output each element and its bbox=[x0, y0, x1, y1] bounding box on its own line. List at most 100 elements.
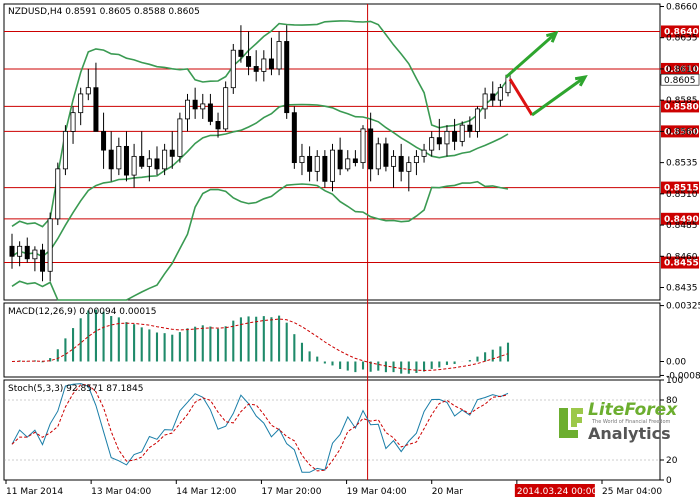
level-label: 0.8455 bbox=[664, 259, 699, 269]
level-label: 0.8560 bbox=[664, 127, 699, 137]
time-axis-label: 11 Mar 2014 bbox=[6, 487, 63, 497]
logo-tagline: The World of Financial Freedom bbox=[592, 419, 671, 425]
candle bbox=[24, 237, 30, 263]
chart-title: NZDUSD,H4 0.8591 0.8605 0.8588 0.8605 bbox=[8, 7, 200, 17]
current-price-label: 0.8605 bbox=[664, 76, 696, 86]
candle bbox=[398, 143, 404, 182]
bollinger-upper-band bbox=[11, 20, 509, 228]
time-axis-label: 17 Mar 20:00 bbox=[261, 487, 321, 497]
candle-body bbox=[101, 130, 107, 151]
candle bbox=[185, 93, 191, 132]
candle bbox=[368, 112, 374, 182]
level-label-bg bbox=[661, 125, 699, 138]
stoch-axis-label: 0 bbox=[666, 476, 672, 486]
candle-body bbox=[169, 149, 175, 157]
candle-body bbox=[9, 245, 15, 257]
time-axis-label: 25 Mar 04:00 bbox=[602, 487, 662, 497]
logo-mark-icon bbox=[559, 408, 583, 438]
candle bbox=[108, 131, 114, 182]
level-label: 0.8580 bbox=[664, 102, 699, 112]
candle bbox=[246, 31, 252, 76]
candle bbox=[215, 112, 221, 138]
candle bbox=[101, 112, 107, 169]
liteforex-logo: LiteForex The World of Financial Freedom… bbox=[552, 398, 678, 454]
candle bbox=[154, 146, 160, 176]
candle-body bbox=[215, 121, 221, 130]
current-price-box bbox=[660, 73, 700, 86]
candle-body bbox=[55, 168, 61, 220]
candle bbox=[329, 143, 335, 192]
candle bbox=[497, 83, 503, 107]
price-axis-label: 0.8435 bbox=[666, 284, 698, 294]
candle-body bbox=[116, 145, 122, 170]
candle-body bbox=[162, 149, 168, 170]
level-label-bg bbox=[661, 181, 699, 194]
candle bbox=[436, 118, 442, 151]
price-axis-label: 0.8485 bbox=[666, 221, 698, 231]
candle-body bbox=[314, 155, 320, 172]
price-axis-label: 0.8560 bbox=[666, 127, 698, 137]
candle bbox=[162, 143, 168, 176]
candle-body bbox=[406, 162, 412, 172]
candle bbox=[467, 116, 473, 138]
candle bbox=[421, 143, 427, 163]
level-label-bg bbox=[661, 212, 699, 225]
level-label: 0.8490 bbox=[664, 215, 699, 225]
logo-brand: LiteForex bbox=[588, 400, 678, 420]
candle-body bbox=[78, 93, 84, 114]
candle bbox=[32, 246, 38, 272]
candle-body bbox=[490, 93, 496, 101]
candle-body bbox=[291, 112, 297, 164]
macd-signal-line bbox=[11, 318, 509, 372]
candle bbox=[383, 137, 389, 172]
candle-body bbox=[200, 103, 206, 110]
price-axis-label: 0.8510 bbox=[666, 190, 698, 200]
candle-body bbox=[459, 124, 465, 142]
candle-body bbox=[238, 49, 244, 57]
candle-body bbox=[375, 143, 381, 170]
candle bbox=[146, 150, 152, 182]
macd-axis-label: 0.00 bbox=[666, 358, 686, 368]
candle bbox=[55, 162, 61, 226]
candle bbox=[490, 81, 496, 107]
price-axis-label: 0.8610 bbox=[666, 65, 698, 75]
macd-axis-label: 0.00325 bbox=[666, 302, 700, 312]
time-axis-label: 20 Mar bbox=[432, 487, 464, 497]
level-label: 0.8640 bbox=[664, 27, 699, 37]
candle bbox=[299, 143, 305, 176]
candle bbox=[169, 131, 175, 169]
price-axis-label: 0.8585 bbox=[666, 96, 698, 106]
candle-body bbox=[17, 245, 23, 257]
candle bbox=[70, 106, 76, 144]
candle-body bbox=[230, 49, 236, 89]
level-label: 0.8515 bbox=[664, 184, 699, 194]
candle-body bbox=[452, 130, 458, 142]
candle bbox=[62, 125, 68, 176]
candle bbox=[261, 50, 267, 82]
candle bbox=[200, 93, 206, 119]
price-axis-label: 0.8460 bbox=[666, 252, 698, 262]
candle-body bbox=[146, 158, 152, 167]
candle bbox=[375, 137, 381, 176]
candle-body bbox=[207, 103, 213, 122]
candle-body bbox=[467, 124, 473, 132]
candle bbox=[291, 106, 297, 169]
stoch-axis-label: 20 bbox=[666, 456, 678, 466]
candle-body bbox=[497, 87, 503, 101]
candle-body bbox=[93, 87, 99, 132]
candle bbox=[337, 137, 343, 176]
candle bbox=[192, 87, 198, 119]
stoch-title: Stoch(5,3,3) 92.8571 87.1845 bbox=[8, 384, 143, 394]
candle bbox=[444, 125, 450, 157]
candle bbox=[474, 106, 480, 138]
bollinger-lower-band bbox=[11, 180, 509, 301]
candle bbox=[459, 121, 465, 147]
stoch-signal-line bbox=[11, 384, 509, 472]
candle bbox=[482, 87, 488, 119]
candle-body bbox=[352, 158, 358, 164]
forecast-arrow-down bbox=[508, 78, 534, 116]
time-axis-label: 14 Mar 12:00 bbox=[176, 487, 236, 497]
candle-body bbox=[192, 99, 198, 110]
candle-body bbox=[131, 155, 137, 176]
candle-body bbox=[383, 143, 389, 167]
